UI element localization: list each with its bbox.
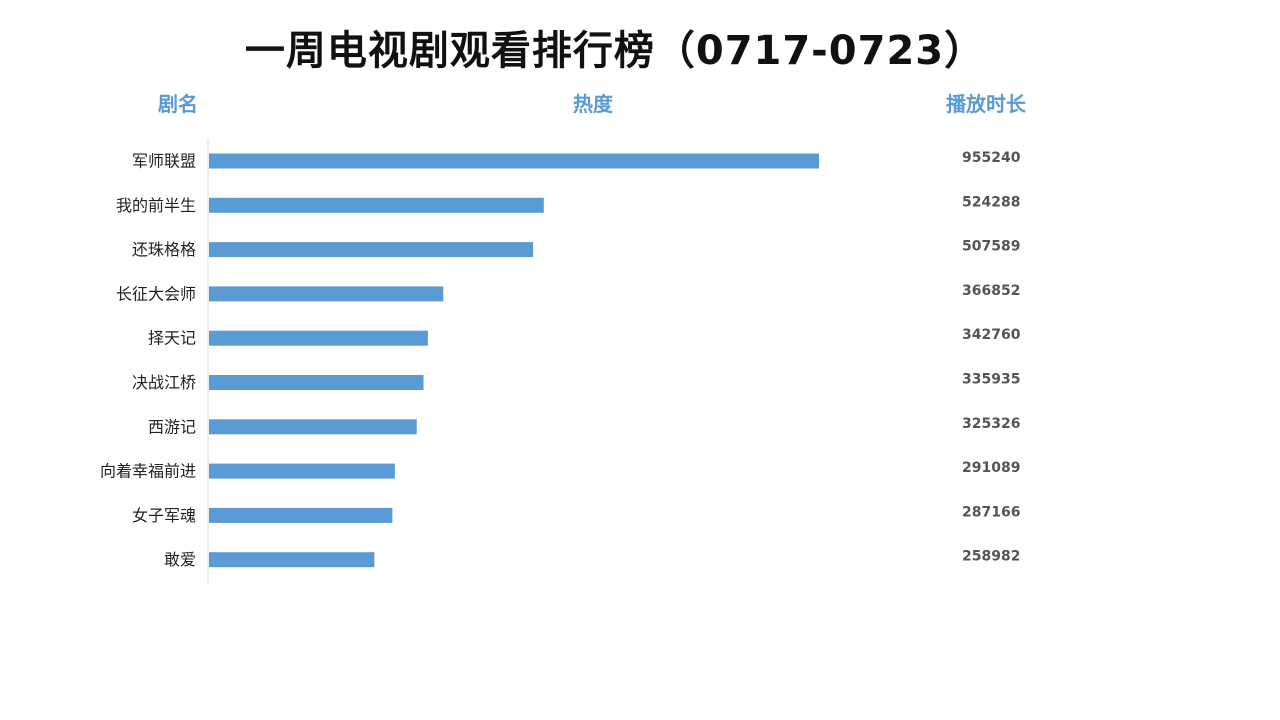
category-label: 西游记 <box>148 417 196 436</box>
category-label: 择天记 <box>148 329 196 348</box>
category-label: 我的前半生 <box>116 196 196 215</box>
chart-title: 一周电视剧观看排行榜（0717-0723） <box>244 28 986 74</box>
bar <box>209 197 544 213</box>
value-label: 287166 <box>962 504 1020 520</box>
bar <box>209 419 417 435</box>
value-label: 291089 <box>962 460 1020 476</box>
value-label: 507589 <box>962 239 1020 255</box>
value-label: 366852 <box>962 283 1020 299</box>
category-label: 还珠格格 <box>132 240 196 259</box>
column-header-name: 剧名 <box>158 92 198 116</box>
bar <box>209 507 393 523</box>
bar <box>209 375 424 390</box>
category-label: 敢爱 <box>164 550 196 569</box>
category-label: 决战江桥 <box>132 373 196 392</box>
category-label: 女子军魂 <box>132 506 196 525</box>
bar <box>209 153 819 169</box>
value-label: 342760 <box>962 327 1021 343</box>
value-label: 325326 <box>962 416 1020 432</box>
column-header-heat: 热度 <box>573 92 613 116</box>
category-label: 军师联盟 <box>132 152 196 171</box>
bar <box>209 552 375 568</box>
value-label: 955240 <box>962 150 1021 166</box>
value-label: 258982 <box>962 549 1020 565</box>
column-header-duration: 播放时长 <box>946 92 1026 116</box>
value-label: 524288 <box>962 194 1020 210</box>
bar <box>209 463 395 479</box>
category-label: 向着幸福前进 <box>100 462 196 481</box>
value-label: 335935 <box>962 372 1020 388</box>
category-label: 长征大会师 <box>116 284 196 303</box>
bar <box>209 330 428 346</box>
bar <box>209 242 534 258</box>
bar <box>209 286 444 302</box>
